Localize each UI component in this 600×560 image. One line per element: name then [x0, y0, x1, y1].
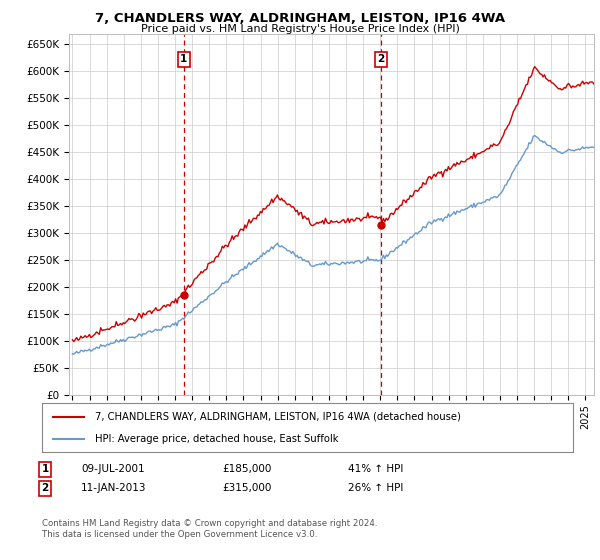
Text: HPI: Average price, detached house, East Suffolk: HPI: Average price, detached house, East…	[95, 433, 338, 444]
Text: 1: 1	[180, 54, 188, 64]
Text: 1: 1	[41, 464, 49, 474]
Text: Contains HM Land Registry data © Crown copyright and database right 2024.
This d: Contains HM Land Registry data © Crown c…	[42, 520, 377, 539]
Text: 09-JUL-2001: 09-JUL-2001	[81, 464, 145, 474]
Text: 11-JAN-2013: 11-JAN-2013	[81, 483, 146, 493]
Text: £315,000: £315,000	[222, 483, 271, 493]
Text: 7, CHANDLERS WAY, ALDRINGHAM, LEISTON, IP16 4WA: 7, CHANDLERS WAY, ALDRINGHAM, LEISTON, I…	[95, 12, 505, 25]
Text: Price paid vs. HM Land Registry's House Price Index (HPI): Price paid vs. HM Land Registry's House …	[140, 24, 460, 34]
Text: 26% ↑ HPI: 26% ↑ HPI	[348, 483, 403, 493]
Text: 41% ↑ HPI: 41% ↑ HPI	[348, 464, 403, 474]
Text: 2: 2	[377, 54, 385, 64]
Text: £185,000: £185,000	[222, 464, 271, 474]
Text: 7, CHANDLERS WAY, ALDRINGHAM, LEISTON, IP16 4WA (detached house): 7, CHANDLERS WAY, ALDRINGHAM, LEISTON, I…	[95, 412, 461, 422]
Text: 2: 2	[41, 483, 49, 493]
